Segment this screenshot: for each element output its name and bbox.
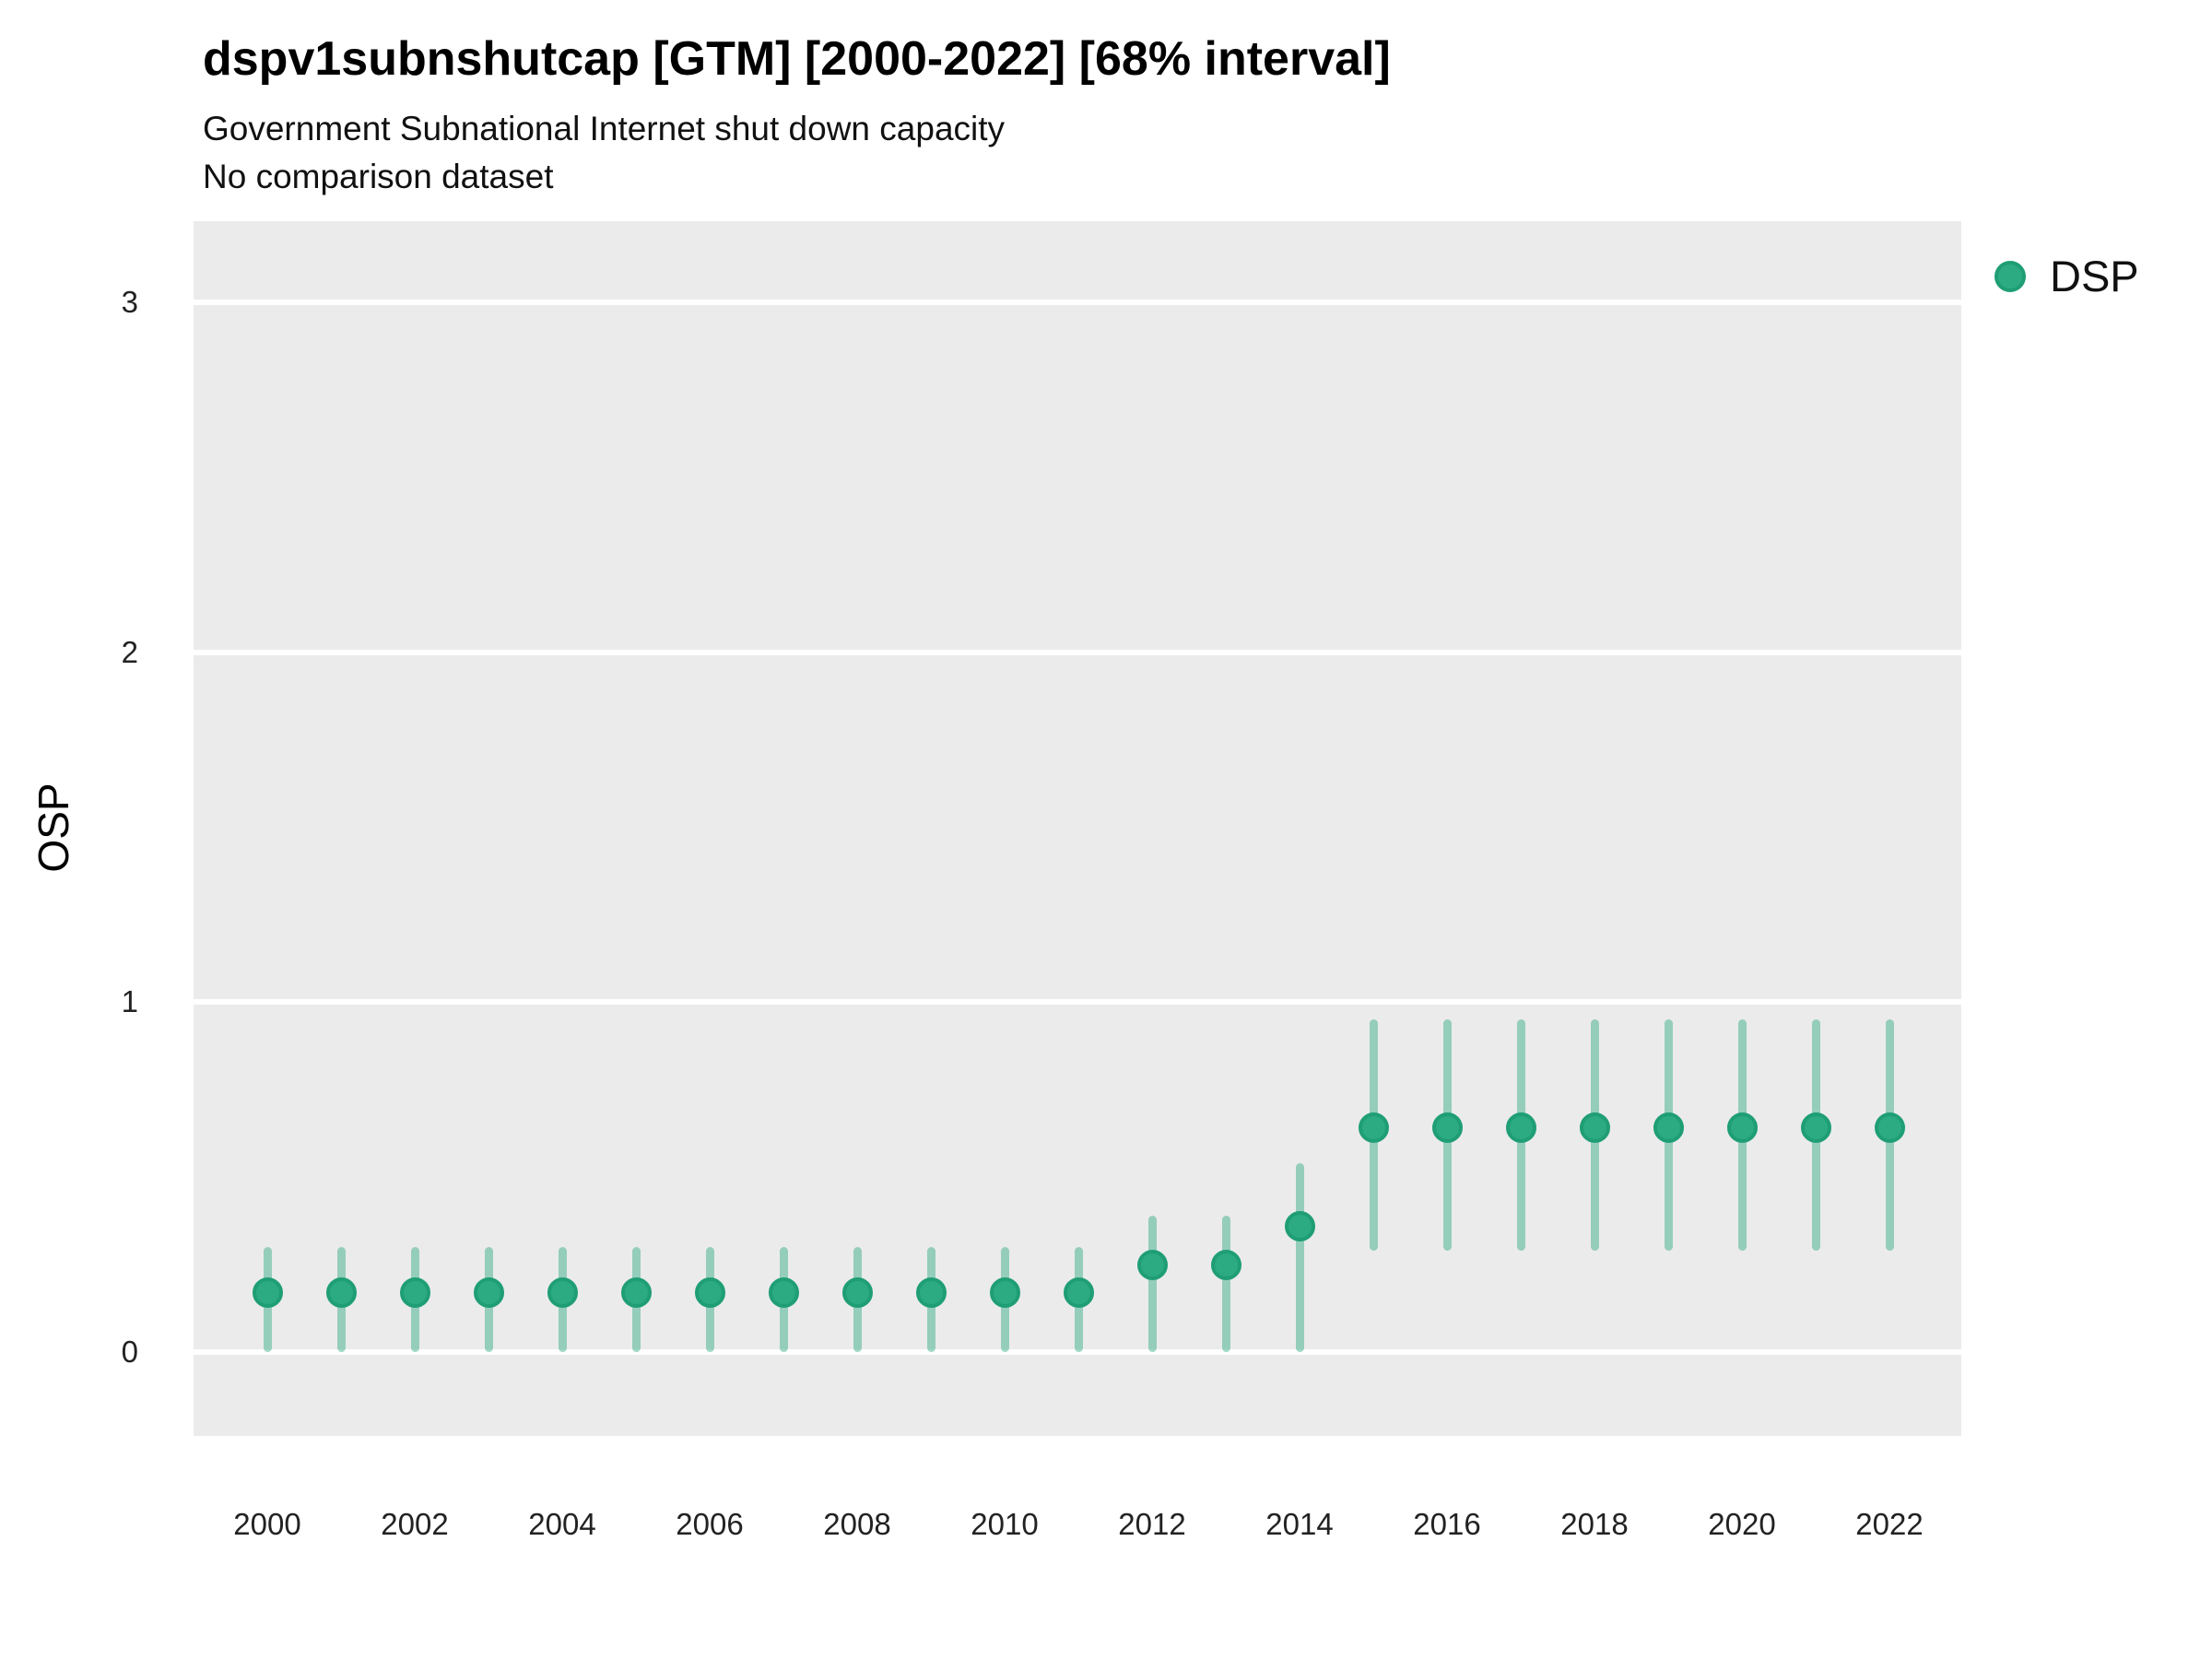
point-2012 (1136, 1249, 1168, 1280)
y-axis-title: OSP (29, 782, 77, 873)
point-2007 (768, 1277, 799, 1308)
x-tick-label-2008: 2008 (823, 1507, 891, 1541)
chart-title: dspv1subnshutcap [GTM] [2000-2022] [68% … (203, 32, 1391, 86)
point-2001 (325, 1277, 357, 1308)
legend-label: DSP (2050, 252, 2139, 300)
point-2003 (473, 1277, 504, 1308)
point-2015 (1358, 1112, 1389, 1144)
point-2019 (1653, 1112, 1684, 1144)
chart-note: No comparison dataset (203, 158, 554, 195)
point-2017 (1505, 1112, 1536, 1144)
point-2004 (547, 1277, 578, 1308)
chart-subtitle: Government Subnational Internet shut dow… (203, 110, 1006, 147)
interval-bar-2012 (1147, 1215, 1157, 1352)
x-tick-label-2006: 2006 (676, 1507, 744, 1541)
y-tick-label-1: 1 (121, 984, 138, 1019)
x-tick-label-2010: 2010 (971, 1507, 1039, 1541)
point-2016 (1431, 1112, 1463, 1144)
interval-bar-2014 (1295, 1162, 1304, 1352)
gridline-y-0 (194, 1349, 1961, 1355)
x-tick-label-2014: 2014 (1265, 1507, 1334, 1541)
point-2013 (1210, 1249, 1241, 1280)
point-2005 (620, 1277, 652, 1308)
point-2022 (1874, 1112, 1905, 1144)
y-tick-label-3: 3 (121, 284, 138, 319)
gridline-y-1 (194, 999, 1961, 1006)
point-2020 (1726, 1112, 1758, 1144)
point-2002 (399, 1277, 430, 1308)
y-tick-label-0: 0 (121, 1335, 138, 1369)
x-tick-label-2002: 2002 (381, 1507, 449, 1541)
x-tick-label-2022: 2022 (1855, 1507, 1924, 1541)
interval-bar-2013 (1221, 1215, 1230, 1352)
legend-point-icon (1994, 261, 2026, 292)
point-2009 (915, 1277, 947, 1308)
x-tick-label-2004: 2004 (528, 1507, 596, 1541)
gridline-y-3 (194, 299, 1961, 305)
point-2021 (1800, 1112, 1831, 1144)
point-2006 (694, 1277, 725, 1308)
point-2000 (252, 1277, 283, 1308)
x-tick-label-2020: 2020 (1708, 1507, 1776, 1541)
x-tick-label-2018: 2018 (1560, 1507, 1629, 1541)
point-2008 (841, 1277, 873, 1308)
x-tick-label-2012: 2012 (1118, 1507, 1186, 1541)
gridline-y-2 (194, 649, 1961, 655)
point-2014 (1284, 1210, 1315, 1241)
point-2011 (1063, 1277, 1094, 1308)
y-tick-label-2: 2 (121, 634, 138, 669)
plot-panel (194, 221, 1961, 1436)
point-2018 (1579, 1112, 1610, 1144)
x-tick-label-2016: 2016 (1413, 1507, 1481, 1541)
point-2010 (989, 1277, 1020, 1308)
legend: DSP (1980, 249, 2210, 304)
x-tick-label-2000: 2000 (233, 1507, 301, 1541)
